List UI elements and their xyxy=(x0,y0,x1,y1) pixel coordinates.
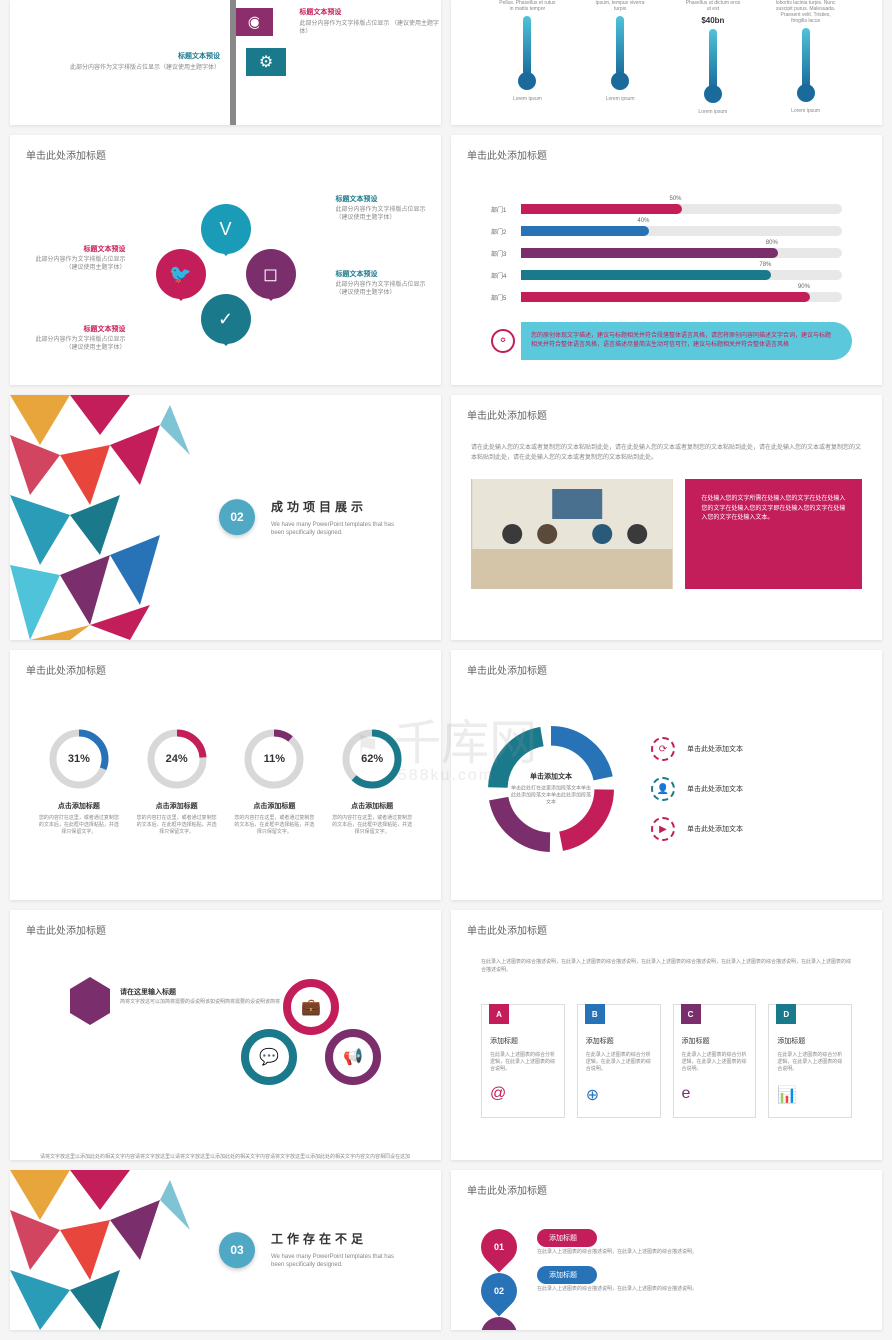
slide-title: 单击此处添加标题 xyxy=(10,910,441,949)
sign1-title: 标题文本预设 xyxy=(299,8,441,18)
slide-bars: 单击此处添加标题 部门1 50% 部门2 40% 部门3 80% 部门4 78%… xyxy=(451,135,882,385)
bar-row: 部门4 78% xyxy=(491,270,842,280)
meeting-photo xyxy=(471,479,673,589)
action-item: ▶ 单击此处添加文本 xyxy=(651,817,852,841)
bubble-twitter-icon: 🐦 xyxy=(156,249,206,299)
circle-megaphone-icon: 📢 xyxy=(325,1029,381,1085)
callout-box: ✪ 您的原创体现文字描述，建议与标题相关并符合段落整体语言风格，请您将原创内容同… xyxy=(481,322,852,360)
info-card: D 添加标题在此录入上述图表的综合分析逻辑，在此录入上述图表的综合说明。 📊 xyxy=(768,1004,852,1118)
slide-title: 单击此处添加标题 xyxy=(451,135,882,174)
thermometer: Phasellus ut dictum eros ut est $40bn Lo… xyxy=(683,0,743,115)
section-number: 02 xyxy=(219,500,255,536)
hexagon-icon xyxy=(70,989,110,1013)
action-item: ⟳ 单击此处添加文本 xyxy=(651,737,852,761)
action-icon: ▶ xyxy=(651,817,675,841)
red-text-box: 在处输入您的文字所需在处输入您的文字在处在处输入您的文字在处输入您的文字即在处输… xyxy=(685,479,862,589)
slide-signpost: ◉ 标题文本预设 此部分内容作为文字排版占位显示 （建议使用主题字体） 标题文本… xyxy=(10,0,441,125)
section-subtitle: We have many PowerPoint templates that h… xyxy=(271,521,401,538)
drop-bar: 添加标题 xyxy=(537,1266,597,1284)
slide-title: 单击此处添加标题 xyxy=(451,910,882,949)
bubble-vimeo-icon: V xyxy=(201,204,251,254)
thermometer: lobortis lacinia turpis. Nunc suscipit p… xyxy=(776,0,836,114)
bar-row: 部门3 80% xyxy=(491,248,842,258)
sign2-title: 标题文本预设 xyxy=(70,52,220,62)
slide-title: 单击此处添加标题 xyxy=(451,650,882,689)
sign2-desc: 此部分内容作为文字排版占位显示（建议使用主题字体） xyxy=(70,64,220,72)
award-icon: ✪ xyxy=(491,329,515,353)
slide-section-03: 03 工作存在不足 We have many PowerPoint templa… xyxy=(10,1170,441,1330)
donut-item: 31% 点击添加标题您的内容打在这里，或者通过复制您的文本后，在此框中选择粘贴，… xyxy=(39,729,119,836)
bubble-instagram-icon: ◻ xyxy=(246,249,296,299)
thermometer: Pellus. Phasellus et rutus in mattis tem… xyxy=(497,0,557,102)
drop-number: 01 xyxy=(474,1222,525,1273)
slide-big-donut: 单击此处添加标题 单击添加文本 单击此处打在这里添加段落文本单击此处添加段落文本… xyxy=(451,650,882,900)
slide-section-02: 02 成功项目展示 We have many PowerPoint templa… xyxy=(10,395,441,640)
slide-thermometers: Pellus. Phasellus et rutus in mattis tem… xyxy=(451,0,882,125)
bar-row: 部门5 90% xyxy=(491,292,842,302)
sign-arrow-left: ⚙ xyxy=(246,48,286,76)
drop-bar: 添加标题 xyxy=(537,1229,597,1247)
donut-item: 11% 点击添加标题您的内容打在这里，或者通过复制您的文本后，在此框中选择粘贴，… xyxy=(234,729,314,836)
circle-briefcase-icon: 💼 xyxy=(283,979,339,1035)
donut-item: 24% 点击添加标题您的内容打在这里，或者通过复制您的文本后，在此框中选择粘贴，… xyxy=(137,729,217,836)
bar-row: 部门1 50% xyxy=(491,204,842,214)
section-title: 工作存在不足 xyxy=(271,1230,401,1247)
slide-donuts: 单击此处添加标题 31% 点击添加标题您的内容打在这里，或者通过复制您的文本后，… xyxy=(10,650,441,900)
donut-item: 62% 点击添加标题您的内容打在这里，或者通过复制您的文本后，在此框中选择粘贴，… xyxy=(332,729,412,836)
slide-title: 单击此处添加标题 xyxy=(451,1170,882,1209)
big-donut-chart: 单击添加文本 单击此处打在这里添加段落文本单击此处添加段落文本单击此处添加段落文… xyxy=(481,719,621,859)
sign-arrow-right: ◉ xyxy=(236,8,273,36)
bubble-check-icon: ✓ xyxy=(201,294,251,344)
info-card: B 添加标题在此录入上述图表的综合分析逻辑，在此录入上述图表的综合说明。 ⊕ xyxy=(577,1004,661,1118)
action-icon: 👤 xyxy=(651,777,675,801)
circle-chat-icon: 💬 xyxy=(241,1029,297,1085)
info-card: A 添加标题在此录入上述图表的综合分析逻辑，在此录入上述图表的综合说明。 @ xyxy=(481,1004,565,1118)
section-number: 03 xyxy=(219,1232,255,1268)
section-title: 成功项目展示 xyxy=(271,498,401,515)
thermometer: ipsum, tempus viverra turpis Lorem ipsum xyxy=(590,0,650,102)
section-subtitle: We have many PowerPoint templates that h… xyxy=(271,1253,401,1270)
image-description: 请在此处输入您的文本或者复制您的文本粘贴到此处，请在此处输入您的文本或者复制您的… xyxy=(471,444,862,463)
slide-bubbles: 单击此处添加标题 V 🐦 ◻ ✓ 标题文本预设此部分内容作为文字排版占位显示 （… xyxy=(10,135,441,385)
drop-number: 02 xyxy=(474,1266,525,1317)
slide-title: 单击此处添加标题 xyxy=(10,650,441,689)
slide-title: 单击此处添加标题 xyxy=(10,135,441,174)
slide-image-text: 单击此处添加标题 请在此处输入您的文本或者复制您的文本粘贴到此处，请在此处输入您… xyxy=(451,395,882,640)
bar-row: 部门2 40% xyxy=(491,226,842,236)
sign1-desc: 此部分内容作为文字排版占位显示 （建议使用主题字体） xyxy=(299,20,441,37)
slide-hexagon: 单击此处添加标题 请在这里输入标题 简将文字放这可以加简将需要的设说明该如说明简… xyxy=(10,910,441,1160)
info-card: C 添加标题在此录入上述图表的综合分析逻辑，在此录入上述图表的综合说明。 e xyxy=(673,1004,757,1118)
slide-title: 单击此处添加标题 xyxy=(451,395,882,434)
slide-drops: 单击此处添加标题 010203添加标题在此录入上述图表的综合描述说明，在此录入上… xyxy=(451,1170,882,1330)
action-item: 👤 单击此处添加文本 xyxy=(651,777,852,801)
slide-cards: 单击此处添加标题 在此录入上述图表的综合描述说明，在此录入上述图表的综合描述说明… xyxy=(451,910,882,1160)
action-icon: ⟳ xyxy=(651,737,675,761)
